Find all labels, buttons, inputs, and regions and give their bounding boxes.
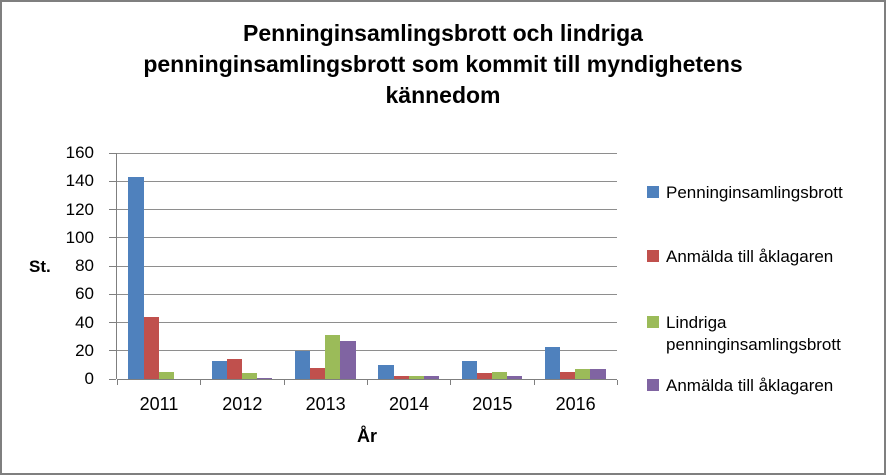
- y-axis-tick-100: [109, 237, 116, 239]
- x-axis-tick-5: [533, 380, 535, 385]
- x-axis-title: År: [356, 426, 377, 446]
- bar-2015-series3: [492, 371, 508, 379]
- gridline-100: [117, 237, 617, 239]
- gridline-160: [117, 152, 617, 154]
- bar-2012-series4: [257, 377, 273, 379]
- bar-2012-series2: [226, 359, 242, 379]
- y-axis-title: St.: [29, 257, 51, 276]
- x-axis-tick-2: [283, 380, 285, 385]
- bar-2011-series2: [143, 316, 159, 379]
- bar-2011-series3: [158, 371, 174, 379]
- x-axis-tick-4: [450, 380, 452, 385]
- y-axis-tick-label-60: 60: [75, 284, 94, 304]
- x-axis-label-2011: 2011: [139, 394, 179, 414]
- gridline-80: [117, 265, 617, 267]
- bar-2014-series3: [408, 376, 424, 379]
- bar-2016-series3: [575, 369, 591, 379]
- bar-2016-series1: [545, 346, 561, 379]
- bar-2013-series4: [340, 340, 356, 379]
- bar-2014-series2: [393, 376, 409, 379]
- y-axis-tick-20: [109, 350, 116, 352]
- legend-label-4: Anmälda till åklagaren: [666, 376, 834, 395]
- legend-label-2: Anmälda till åklagaren: [666, 247, 834, 266]
- gridline-140: [117, 180, 617, 182]
- bar-2016-series4: [590, 369, 606, 379]
- gridline-40: [117, 322, 617, 323]
- x-axis-line: [117, 379, 617, 380]
- y-axis-tick-label-40: 40: [75, 312, 94, 332]
- x-axis-label-2016: 2016: [555, 394, 596, 414]
- bar-2013-series1: [295, 350, 311, 379]
- x-axis-tick-0: [117, 380, 118, 385]
- chart-title-line-2: penninginsamlingsbrott som kommit till m…: [143, 51, 743, 77]
- x-axis-tick-3: [367, 380, 368, 385]
- bar-2012-series3: [242, 373, 258, 379]
- bar-2015-series1: [461, 360, 477, 379]
- legend-label-3: Lindriga penninginsamlingsbrott: [666, 313, 841, 354]
- gridline-60: [117, 293, 617, 295]
- y-axis-tick-label-100: 100: [65, 227, 94, 247]
- y-axis-tick-0: [109, 378, 116, 380]
- chart-title: Penninginsamlingsbrott och lindriga penn…: [2, 18, 884, 111]
- bar-2015-series2: [476, 373, 492, 379]
- gridline-20: [117, 350, 617, 352]
- chart-title-line-3: kännedom: [385, 82, 501, 108]
- x-axis-tick-1: [200, 380, 202, 385]
- y-axis-tick-80: [109, 265, 116, 267]
- y-axis-tick-label-140: 140: [65, 171, 94, 191]
- y-axis-tick-label-160: 160: [65, 143, 94, 162]
- y-axis-tick-label-80: 80: [75, 256, 94, 275]
- bar-2013-series2: [310, 367, 326, 379]
- x-axis-label-2013: 2013: [305, 394, 346, 414]
- bar-2014-series4: [423, 376, 439, 379]
- legend-item-4: Anmälda till åklagaren: [647, 375, 833, 397]
- y-axis-line: [116, 153, 117, 379]
- x-axis-label-2014: 2014: [388, 394, 430, 414]
- legend-swatch-2: [647, 250, 659, 262]
- y-axis-tick-120: [109, 209, 116, 210]
- legend-item-2: Anmälda till åklagaren: [647, 246, 833, 268]
- legend-label-1: Penninginsamlingsbrott: [666, 183, 843, 202]
- legend-swatch-1: [647, 186, 659, 198]
- legend-item-1: Penninginsamlingsbrott: [647, 182, 843, 204]
- bar-2011-series1: [128, 177, 144, 379]
- y-axis-tick-40: [109, 322, 116, 323]
- bar-2016-series2: [560, 371, 576, 379]
- gridline-120: [117, 209, 617, 210]
- legend-swatch-4: [647, 379, 659, 391]
- y-axis-tick-140: [109, 180, 116, 182]
- y-axis-tick-label-120: 120: [65, 199, 94, 219]
- chart-title-line-1: Penninginsamlingsbrott och lindriga: [243, 20, 643, 46]
- bar-2014-series1: [378, 364, 394, 379]
- y-axis-tick-60: [109, 293, 116, 295]
- x-axis-tick-6: [617, 380, 618, 385]
- bar-2012-series1: [211, 360, 227, 379]
- y-axis-tick-160: [109, 152, 116, 154]
- bar-2015-series4: [507, 376, 523, 379]
- y-axis-tick-label-0: 0: [84, 369, 94, 388]
- x-axis-label-2015: 2015: [472, 394, 513, 414]
- plot-area: [109, 152, 618, 385]
- chart-legend: Penninginsamlingsbrott Anmälda till åklag…: [647, 2, 882, 473]
- y-axis-tick-label-20: 20: [75, 340, 94, 360]
- bar-2013-series3: [325, 335, 341, 379]
- x-axis-label-2012: 2012: [222, 394, 263, 414]
- legend-item-3: Lindriga penninginsamlingsbrott: [647, 312, 841, 356]
- legend-swatch-3: [647, 316, 659, 328]
